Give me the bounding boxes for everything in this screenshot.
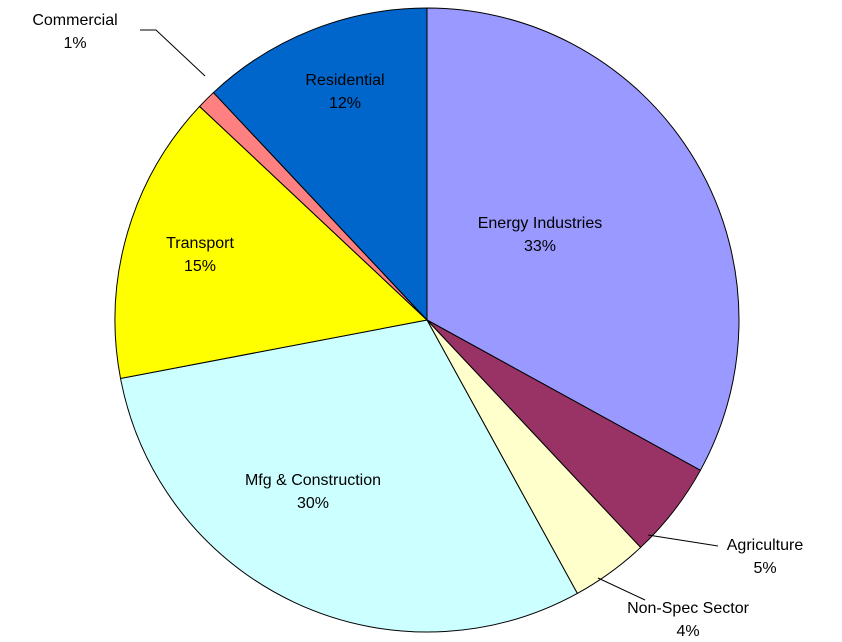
slice-label: Energy Industries <box>478 215 603 232</box>
pie-slice <box>114 105 429 380</box>
slice-label: Mfg & Construction <box>245 472 381 489</box>
slice-value-label: 12% <box>329 95 361 112</box>
leader-line <box>647 534 719 547</box>
slice-value-label: 33% <box>524 238 556 255</box>
slice-label: Agriculture <box>727 537 804 554</box>
slice-value-label: 5% <box>753 560 776 577</box>
slice-value-label: 30% <box>297 495 329 512</box>
leader-line <box>597 577 646 601</box>
slice-label: Commercial <box>32 12 117 29</box>
leader-line <box>140 29 206 77</box>
slice-label: Transport <box>166 235 234 252</box>
slice-label: Non-Spec Sector <box>627 600 750 617</box>
pie-slice <box>426 7 740 471</box>
pie-slice <box>212 7 428 322</box>
slice-label: Residential <box>305 72 384 89</box>
pie-slice <box>119 319 578 633</box>
slice-value-label: 4% <box>676 623 699 640</box>
slice-value-label: 15% <box>184 258 216 275</box>
slice-value-label: 1% <box>63 35 86 52</box>
